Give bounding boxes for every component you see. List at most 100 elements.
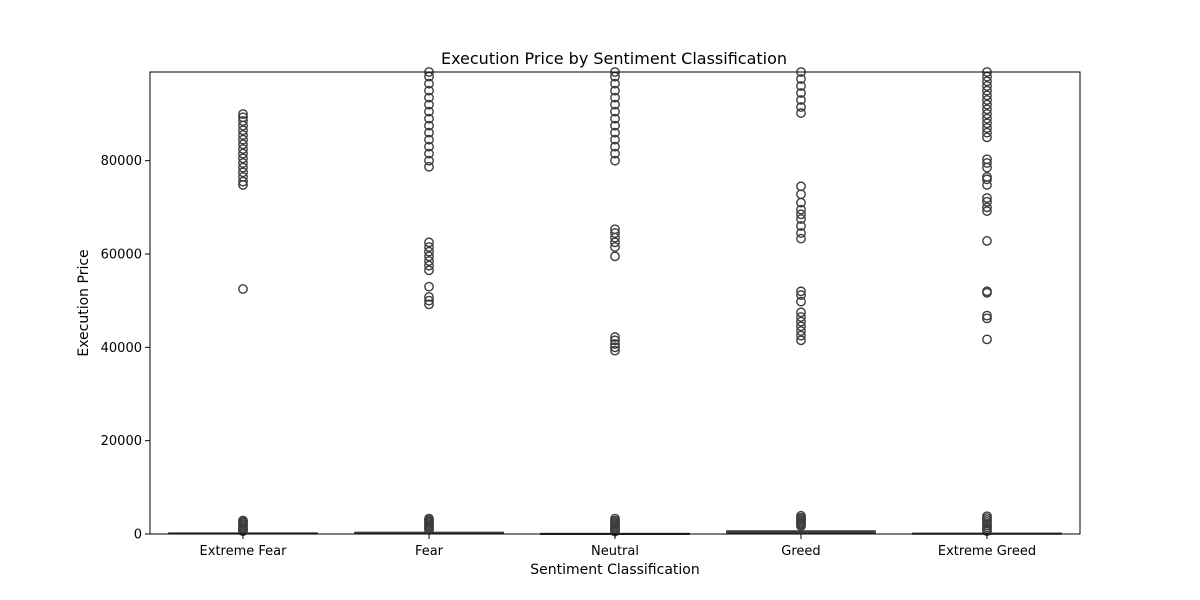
outlier-point xyxy=(610,92,620,103)
outlier-point xyxy=(238,134,248,145)
outlier-point xyxy=(796,81,806,91)
outlier-point xyxy=(796,214,806,224)
outlier-point xyxy=(982,154,992,165)
box-group xyxy=(354,67,504,535)
outlier-point xyxy=(238,130,248,140)
outlier-point xyxy=(796,189,806,200)
outlier-point xyxy=(610,120,620,131)
outlier-point xyxy=(796,95,806,105)
outlier-point xyxy=(982,236,992,246)
x-tick-label: Fear xyxy=(415,544,444,559)
outlier-point xyxy=(982,334,992,345)
outlier-point xyxy=(796,321,806,332)
outlier-point xyxy=(610,134,620,145)
y-tick-label: 80000 xyxy=(101,154,142,169)
outlier-point xyxy=(610,113,620,124)
outlier-point xyxy=(424,99,434,110)
outlier-point xyxy=(424,299,434,310)
outlier-point xyxy=(982,310,992,321)
outlier-point xyxy=(238,125,248,136)
outlier-point xyxy=(982,127,992,138)
outlier-point xyxy=(796,108,806,118)
outlier-point xyxy=(610,224,620,235)
outlier-point xyxy=(238,284,248,294)
outlier-point xyxy=(610,342,620,353)
outlier-point xyxy=(424,78,434,89)
outlier-point xyxy=(424,295,434,306)
outlier-point xyxy=(982,104,992,115)
outlier-point xyxy=(610,242,620,252)
outlier-point xyxy=(796,510,806,521)
outlier-point xyxy=(982,286,992,297)
outlier-point xyxy=(796,74,806,84)
y-axis-label: Execution Price xyxy=(76,249,92,356)
outlier-point xyxy=(610,251,620,262)
outlier-point xyxy=(982,76,992,87)
plot-area xyxy=(168,67,1062,537)
outlier-point xyxy=(610,127,620,138)
outlier-point xyxy=(796,296,806,307)
box-group xyxy=(726,67,876,535)
outlier-point xyxy=(796,330,806,341)
outlier-point xyxy=(424,161,434,172)
outlier-point xyxy=(424,237,434,248)
chart-title: Execution Price by Sentiment Classificat… xyxy=(441,49,787,68)
box-group xyxy=(540,67,690,537)
outlier-point xyxy=(610,335,620,346)
outlier-point xyxy=(610,513,620,524)
outlier-point xyxy=(982,196,992,207)
outlier-point xyxy=(796,316,806,327)
outlier-point xyxy=(610,85,620,96)
plot-frame xyxy=(149,71,1081,535)
outlier-point xyxy=(238,109,248,119)
outlier-point xyxy=(796,312,806,322)
outlier-point xyxy=(238,158,248,168)
outlier-point xyxy=(424,134,434,145)
y-tick-label: 60000 xyxy=(101,248,142,263)
outlier-point xyxy=(424,92,434,103)
x-axis-label: Sentiment Classification xyxy=(530,562,699,578)
outlier-point xyxy=(424,246,434,257)
outlier-point xyxy=(424,106,434,117)
outlier-point xyxy=(238,167,248,178)
outlier-point xyxy=(238,139,248,150)
x-axis: Extreme Fear Fear Neutral Greed Extreme Gree… xyxy=(200,534,1036,559)
y-tick-label: 20000 xyxy=(101,434,142,449)
outlier-point xyxy=(982,193,992,203)
outlier-point xyxy=(424,141,434,152)
outlier-point xyxy=(796,209,806,220)
outlier-point xyxy=(982,90,992,101)
outlier-point xyxy=(982,206,992,216)
x-tick-label: Greed xyxy=(781,544,820,559)
outlier-point xyxy=(610,141,620,152)
y-axis: 0 20000 40000 60000 80000 xyxy=(101,154,150,543)
outlier-point xyxy=(982,99,992,110)
outlier-point xyxy=(796,181,806,192)
outlier-point xyxy=(238,515,248,526)
outlier-point xyxy=(238,153,248,164)
box-group xyxy=(912,67,1062,537)
outlier-point xyxy=(238,144,248,154)
outlier-point xyxy=(610,99,620,110)
outlier-point xyxy=(424,113,434,124)
outlier-point xyxy=(610,228,620,238)
outlier-point xyxy=(982,85,992,96)
outlier-point xyxy=(796,286,806,297)
outlier-point xyxy=(610,106,620,117)
outlier-point xyxy=(796,88,806,98)
outlier-point xyxy=(982,113,992,124)
outlier-point xyxy=(982,81,992,91)
outlier-point xyxy=(424,251,434,262)
outlier-point xyxy=(610,332,620,342)
outlier-point xyxy=(424,120,434,131)
outlier-point xyxy=(238,112,248,123)
outlier-point xyxy=(982,511,992,522)
outlier-point xyxy=(424,265,434,276)
outlier-point xyxy=(238,172,248,182)
outlier-point xyxy=(610,155,620,166)
outlier-point xyxy=(424,85,434,96)
outlier-point xyxy=(796,228,806,238)
outlier-point xyxy=(424,281,434,292)
outlier-point xyxy=(796,204,806,215)
outlier-point xyxy=(982,123,992,133)
